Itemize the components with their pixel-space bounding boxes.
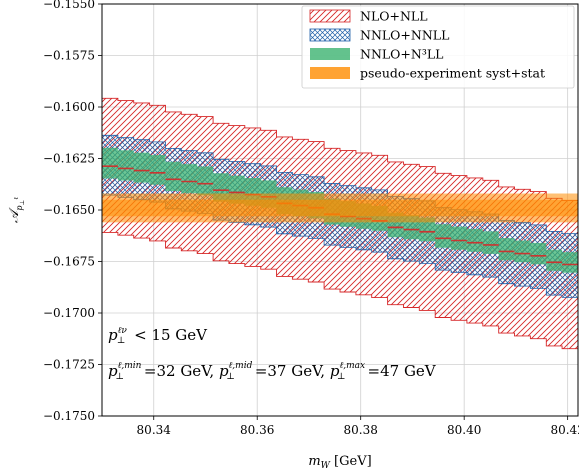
y-tick-label: −0.1750	[43, 409, 95, 423]
x-tick-label: 80.42	[550, 423, 579, 437]
x-tick-label: 80.38	[344, 423, 378, 437]
y-axis: −0.1750 −0.1725 −0.1700 −0.1675 −0.1650 −0.16…	[43, 0, 102, 423]
y-tick-label: −0.1725	[43, 358, 95, 372]
y-tick-label: −0.1600	[43, 100, 95, 114]
y-tick-label: −0.1675	[43, 255, 95, 269]
legend-label: pseudo-experiment syst+stat	[360, 66, 545, 81]
x-tick-label: 80.36	[240, 423, 274, 437]
x-axis-label: mW [GeV]	[308, 454, 371, 471]
legend-swatch	[309, 28, 351, 42]
y-tick-label: −0.1575	[43, 49, 95, 63]
x-axis: 80.34 80.36 80.38 80.40 80.42	[137, 416, 579, 437]
legend-label: NNLO+N³LL	[360, 47, 443, 62]
y-tick-label: −0.1650	[43, 203, 95, 217]
annotation-bins: pℓ,min ⊥ =32 GeV, pℓ,mid ⊥ =37 GeV, pℓ,max ⊥ =…	[108, 361, 437, 382]
legend-swatch	[309, 9, 351, 23]
y-tick-label: −0.1700	[43, 306, 95, 320]
y-tick-label: −0.1625	[43, 152, 95, 166]
x-tick-label: 80.34	[137, 423, 172, 437]
legend: NLO+NLL NNLO+NNLL NNLO+N³LL pseudo-experime…	[301, 5, 575, 89]
legend-label: NNLO+NNLL	[360, 28, 449, 43]
annotation-cut: pℓν ⊥ < 15 GeV	[108, 326, 208, 346]
y-axis-label: 𝒜p⊥ℓ	[7, 197, 26, 223]
legend-swatch	[310, 48, 350, 60]
legend-label: NLO+NLL	[360, 9, 428, 24]
band-layer	[102, 97, 578, 350]
legend-box	[301, 5, 575, 89]
central-line-nnlo-n-ll	[102, 165, 578, 266]
x-tick-label: 80.40	[447, 423, 481, 437]
legend-swatch	[310, 67, 350, 79]
band-inner-pseudo-experiment-syst-stat	[102, 199, 578, 217]
y-tick-label: −0.1550	[43, 0, 95, 11]
